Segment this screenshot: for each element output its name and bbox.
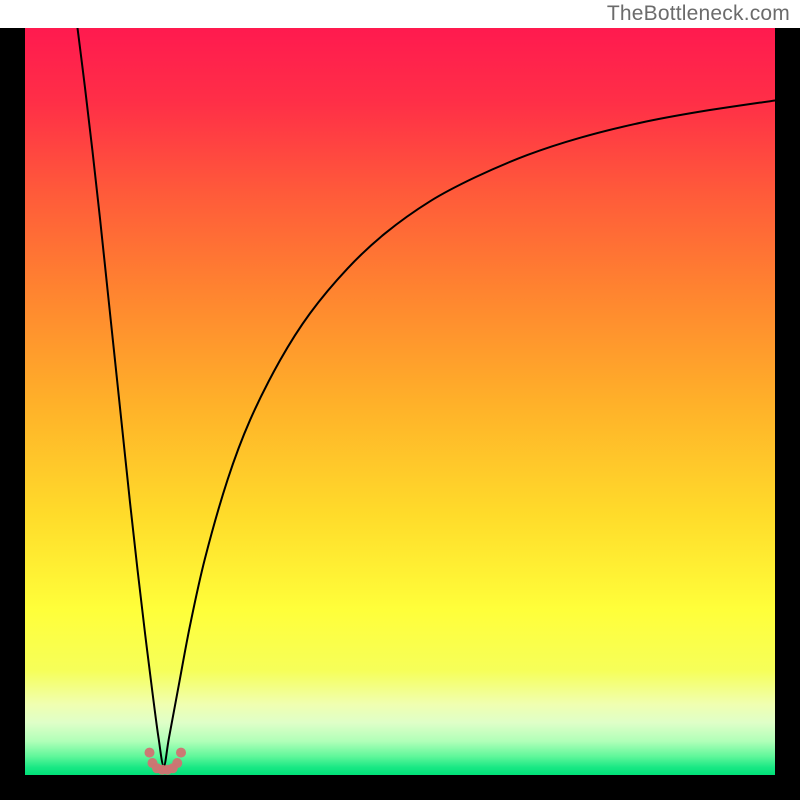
border-bottom <box>0 775 800 800</box>
minimum-marker-dot <box>176 748 186 758</box>
chart-frame: TheBottleneck.com <box>0 0 800 800</box>
minimum-marker-dot <box>172 758 182 768</box>
plot-wrapper <box>0 0 800 800</box>
gradient-background <box>25 28 775 775</box>
border-right <box>775 28 800 800</box>
minimum-marker-dot <box>145 748 155 758</box>
watermark-text: TheBottleneck.com <box>607 2 790 26</box>
border-left <box>0 28 25 800</box>
bottleneck-chart-svg <box>0 0 800 800</box>
